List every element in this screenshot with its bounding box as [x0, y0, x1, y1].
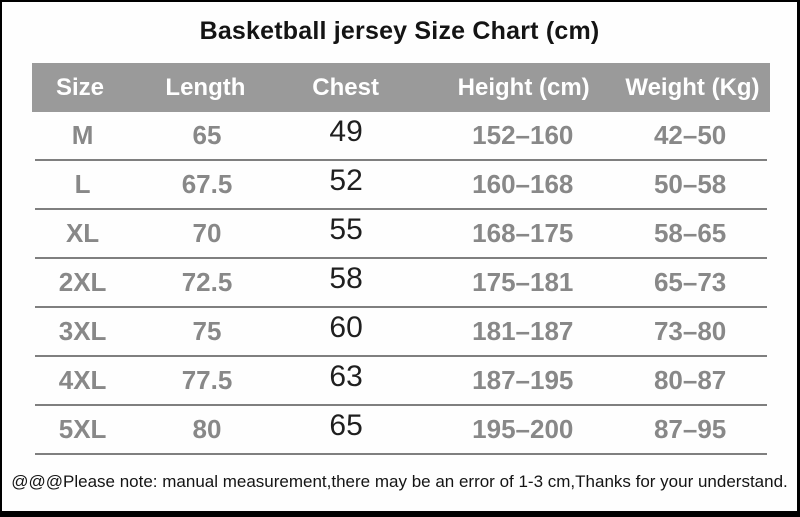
cell-weight: 65–73 [653, 267, 727, 297]
cell-height: 187–195 [472, 365, 574, 395]
table-row: 3XL 75 60 181–187 73–80 [35, 308, 767, 357]
cell-size: 2XL [58, 267, 107, 297]
column-header-size: Size [55, 73, 104, 101]
cell-height: 168–175 [472, 218, 574, 248]
column-header-weight: Weight (Kg) [625, 73, 760, 101]
cell-length: 70 [192, 218, 222, 248]
cell-weight: 80–87 [653, 365, 727, 395]
cell-length: 67.5 [181, 169, 233, 199]
table-row: 2XL 72.5 58 175–181 65–73 [35, 259, 767, 308]
column-header-height: Height (cm) [457, 73, 590, 101]
column-header-length: Length [165, 73, 246, 101]
cell-chest: 52 [329, 163, 363, 197]
cell-height: 175–181 [472, 267, 574, 297]
table-row: 5XL 80 65 195–200 87–95 [35, 406, 767, 455]
cell-size: 3XL [58, 316, 107, 346]
cell-size: L [74, 169, 91, 199]
cell-length: 80 [192, 414, 222, 444]
cell-weight: 58–65 [653, 218, 727, 248]
cell-weight: 73–80 [653, 316, 727, 346]
table-header-row: Size Length Chest Height (cm) Weight (Kg… [32, 63, 770, 112]
cell-chest: 58 [329, 261, 363, 295]
cell-length: 77.5 [181, 365, 233, 395]
table-body: M 65 49 152–160 42–50 L 67.5 52 160–168 … [35, 112, 767, 455]
measurement-note: @@@Please note: manual measurement,there… [11, 472, 788, 491]
cell-size: XL [65, 218, 100, 248]
cell-size: 5XL [58, 414, 107, 444]
cell-length: 65 [192, 120, 222, 150]
cell-weight: 50–58 [653, 169, 727, 199]
cell-height: 160–168 [472, 169, 574, 199]
cell-weight: 42–50 [653, 120, 727, 150]
cell-weight: 87–95 [653, 414, 727, 444]
table-row: M 65 49 152–160 42–50 [35, 112, 767, 161]
cell-length: 72.5 [181, 267, 233, 297]
cell-height: 152–160 [472, 120, 574, 150]
cell-height: 181–187 [472, 316, 574, 346]
cell-size: M [71, 120, 94, 150]
table-row: L 67.5 52 160–168 50–58 [35, 161, 767, 210]
cell-chest: 49 [329, 114, 363, 148]
cell-height: 195–200 [472, 414, 574, 444]
cell-chest: 65 [329, 408, 363, 442]
cell-chest: 60 [329, 310, 363, 344]
table-row: XL 70 55 168–175 58–65 [35, 210, 767, 259]
cell-size: 4XL [58, 365, 107, 395]
cell-length: 75 [192, 316, 222, 346]
cell-chest: 63 [329, 359, 363, 393]
column-header-chest: Chest [312, 73, 379, 101]
page-title: Basketball jersey Size Chart (cm) [199, 17, 600, 45]
cell-chest: 55 [329, 212, 363, 246]
table-row: 4XL 77.5 63 187–195 80–87 [35, 357, 767, 406]
